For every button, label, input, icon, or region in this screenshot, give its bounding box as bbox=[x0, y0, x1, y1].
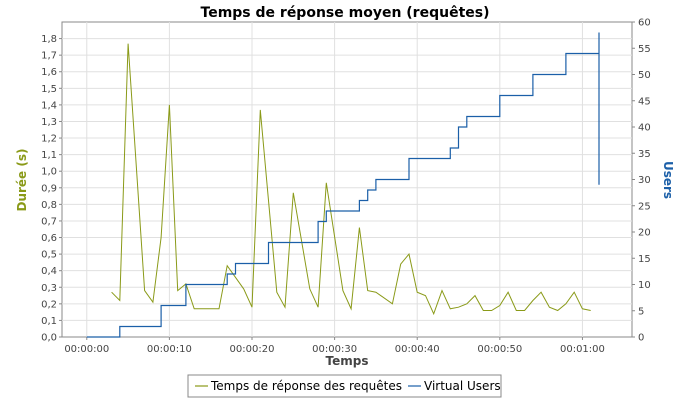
y-left-tick-label: 0,9 bbox=[41, 183, 57, 194]
legend: Temps de réponse des requêtes Virtual Us… bbox=[187, 374, 502, 398]
series-line-virtual-users bbox=[86, 32, 600, 338]
x-tick-label: 00:00:20 bbox=[230, 344, 275, 355]
y-right-tick-label: 35 bbox=[638, 149, 651, 160]
x-tick-label: 00:00:40 bbox=[395, 344, 440, 355]
y-left-tick-label: 0,0 bbox=[41, 333, 57, 344]
y-right-tick-label: 30 bbox=[638, 175, 651, 186]
y-right-tick-label: 40 bbox=[638, 123, 651, 134]
plot-area bbox=[61, 21, 633, 338]
y-right-tick-label: 45 bbox=[638, 96, 651, 107]
y-right-tick-label: 25 bbox=[638, 201, 651, 212]
y-axis-left-label: Durée (s) bbox=[15, 149, 29, 212]
x-tick-label: 00:00:00 bbox=[64, 344, 109, 355]
y-left-tick-label: 0,4 bbox=[41, 266, 57, 277]
y-right-tick-label: 5 bbox=[638, 306, 644, 317]
legend-box bbox=[187, 374, 502, 398]
y-left-tick-label: 0,6 bbox=[41, 233, 57, 244]
chart-title: Temps de réponse moyen (requêtes) bbox=[201, 5, 490, 21]
x-tick-label: 00:00:30 bbox=[312, 344, 357, 355]
x-axis: 00:00:00 00:00:10 00:00:20 00:00:30 00:00:40… bbox=[64, 337, 605, 355]
series-line-response-time bbox=[111, 43, 591, 316]
y-left-tick-label: 1,4 bbox=[41, 100, 57, 111]
y-left-tick-label: 1,5 bbox=[41, 84, 57, 95]
y-left-tick-label: 0,3 bbox=[41, 283, 57, 294]
x-tick-label: 00:00:50 bbox=[477, 344, 522, 355]
y-right-tick-label: 10 bbox=[638, 280, 651, 291]
y-left-tick-label: 1,6 bbox=[41, 67, 57, 78]
y-left-tick-label: 0,2 bbox=[41, 299, 57, 310]
grid bbox=[62, 22, 632, 337]
y-left-tick-label: 1,1 bbox=[41, 150, 57, 161]
y-axis-right-label: Users bbox=[661, 161, 675, 199]
y-left-tick-label: 1,2 bbox=[41, 134, 57, 145]
y-left-tick-label: 1,8 bbox=[41, 34, 57, 45]
y-left-tick-label: 1,0 bbox=[41, 167, 57, 178]
x-tick-label: 00:01:00 bbox=[560, 344, 605, 355]
y-left-tick-label: 0,8 bbox=[41, 200, 57, 211]
y-axis-left: 0,0 0,1 0,2 0,3 0,4 0,5 0,6 0,7 0,8 0,9 1,0 1,1 1,2 1… bbox=[41, 34, 62, 344]
y-left-tick-label: 0,5 bbox=[41, 250, 57, 261]
y-right-tick-label: 60 bbox=[638, 18, 651, 29]
y-left-tick-label: 1,7 bbox=[41, 51, 57, 62]
legend-label-response-time: Temps de réponse des requêtes bbox=[210, 379, 402, 393]
x-axis-label: Temps bbox=[326, 354, 369, 368]
y-right-tick-label: 20 bbox=[638, 228, 651, 239]
y-right-tick-label: 0 bbox=[638, 333, 644, 344]
y-right-tick-label: 50 bbox=[638, 70, 651, 81]
y-left-tick-label: 0,1 bbox=[41, 316, 57, 327]
y-axis-right: 0 5 10 15 20 25 30 35 40 45 50 55 60 bbox=[632, 18, 651, 344]
legend-label-virtual-users: Virtual Users bbox=[424, 379, 501, 393]
y-right-tick-label: 15 bbox=[638, 254, 651, 265]
y-left-tick-label: 1,3 bbox=[41, 117, 57, 128]
x-tick-label: 00:00:10 bbox=[147, 344, 192, 355]
y-right-tick-label: 55 bbox=[638, 44, 651, 55]
y-left-tick-label: 0,7 bbox=[41, 216, 57, 227]
